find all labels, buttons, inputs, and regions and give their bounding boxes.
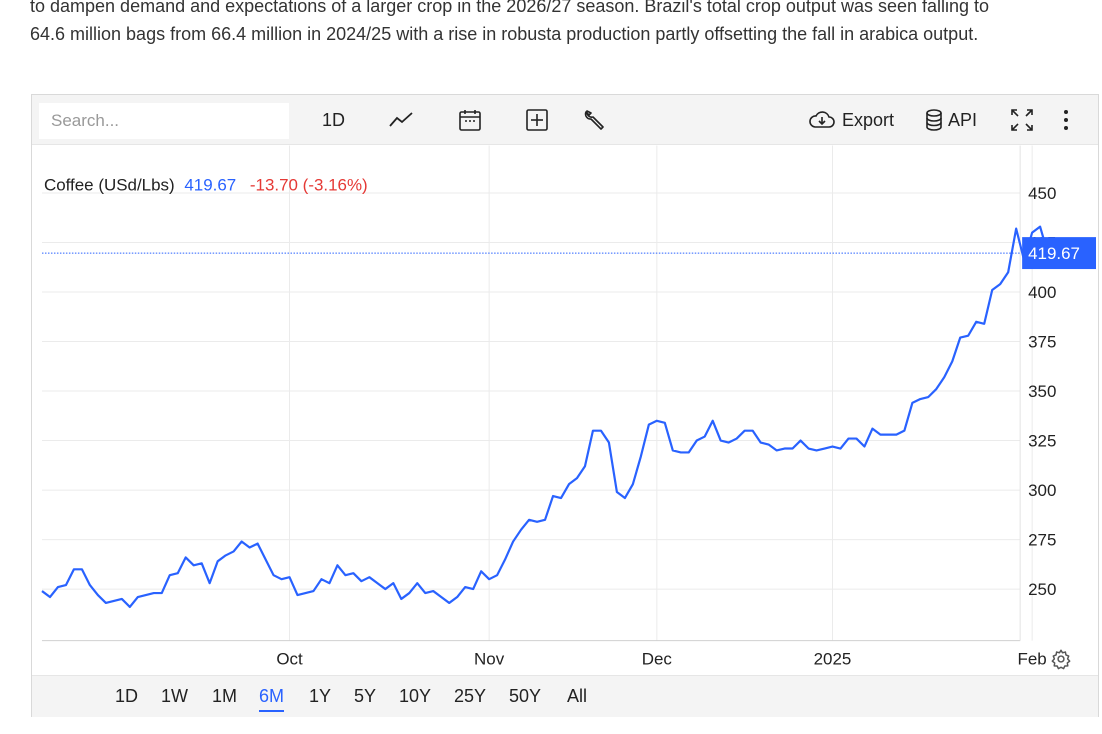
- y-tick-label: 250: [1028, 580, 1056, 599]
- range-button-all[interactable]: All: [567, 686, 588, 706]
- x-tick-label: 2025: [814, 650, 852, 669]
- legend-name: Coffee (USd/Lbs): [44, 175, 175, 194]
- legend-change: -13.70 (-3.16%): [250, 175, 368, 194]
- wrench-icon[interactable]: [583, 105, 607, 135]
- range-button-1y[interactable]: 1Y: [309, 686, 332, 706]
- fullscreen-icon[interactable]: [1009, 105, 1035, 135]
- legend-last: 419.67: [184, 175, 236, 194]
- price-series-line: [41, 225, 1050, 609]
- x-tick-label: Oct: [276, 650, 303, 669]
- price-chart[interactable]: 250275300325350375400425450 OctNovDec202…: [32, 145, 1098, 675]
- api-label: API: [948, 109, 978, 130]
- settings-gear-icon[interactable]: [1050, 648, 1072, 675]
- range-button-50y[interactable]: 50Y: [509, 686, 542, 706]
- x-tick-label: Nov: [474, 650, 505, 669]
- y-tick-label: 450: [1028, 184, 1056, 203]
- svg-text:Coffee (USd/Lbs) 419.6: Coffee (USd/Lbs) 419.67 -13.70 (-3.16%): [44, 175, 368, 194]
- range-selector: 1D 1W 1M 6M 1Y 5Y 10Y 25Y 50Y All: [32, 675, 1098, 717]
- chart-legend: Coffee (USd/Lbs) 419.67 -13.70 (-3.16%): [44, 175, 368, 194]
- api-button[interactable]: API: [924, 105, 977, 135]
- price-tag-label: 419.67: [1028, 244, 1080, 263]
- x-tick-label: Dec: [642, 650, 673, 669]
- range-button-25y[interactable]: 25Y: [454, 686, 487, 706]
- more-options-icon[interactable]: [1062, 105, 1070, 135]
- range-button-1m[interactable]: 1M: [212, 686, 238, 706]
- chart-grid: [41, 145, 1033, 642]
- range-button-5y[interactable]: 5Y: [354, 686, 377, 706]
- line-chart-icon[interactable]: [388, 105, 414, 135]
- database-icon: [926, 109, 942, 131]
- y-tick-label: 300: [1028, 481, 1056, 500]
- y-tick-label: 375: [1028, 333, 1056, 352]
- y-tick-label: 275: [1028, 531, 1056, 550]
- search-input[interactable]: [39, 103, 289, 139]
- range-button-6m[interactable]: 6M: [259, 686, 285, 712]
- article-text: to dampen demand and expectations of a l…: [30, 0, 1100, 48]
- y-tick-label: 350: [1028, 382, 1056, 401]
- range-button-10y[interactable]: 10Y: [399, 686, 432, 706]
- x-tick-label: Feb: [1018, 650, 1047, 669]
- export-label: Export: [842, 109, 895, 130]
- range-button-1d[interactable]: 1D: [115, 686, 139, 706]
- cloud-download-icon: [809, 111, 835, 128]
- interval-button[interactable]: 1D: [322, 109, 346, 130]
- export-button[interactable]: Export: [808, 105, 894, 135]
- add-indicator-icon[interactable]: [525, 105, 549, 135]
- price-tag: [1022, 237, 1097, 270]
- chart-toolbar: 1D Export API: [32, 95, 1098, 145]
- calendar-icon[interactable]: [458, 105, 482, 135]
- range-button-1w[interactable]: 1W: [161, 686, 188, 706]
- article-line: 64.6 million bags from 66.4 million in 2…: [30, 24, 979, 44]
- x-axis: Oct Nov Dec 2025 Feb: [276, 650, 1046, 669]
- y-tick-label: 400: [1028, 283, 1056, 302]
- article-line: to dampen demand and expectations of a l…: [30, 0, 990, 16]
- y-tick-label: 325: [1028, 432, 1056, 451]
